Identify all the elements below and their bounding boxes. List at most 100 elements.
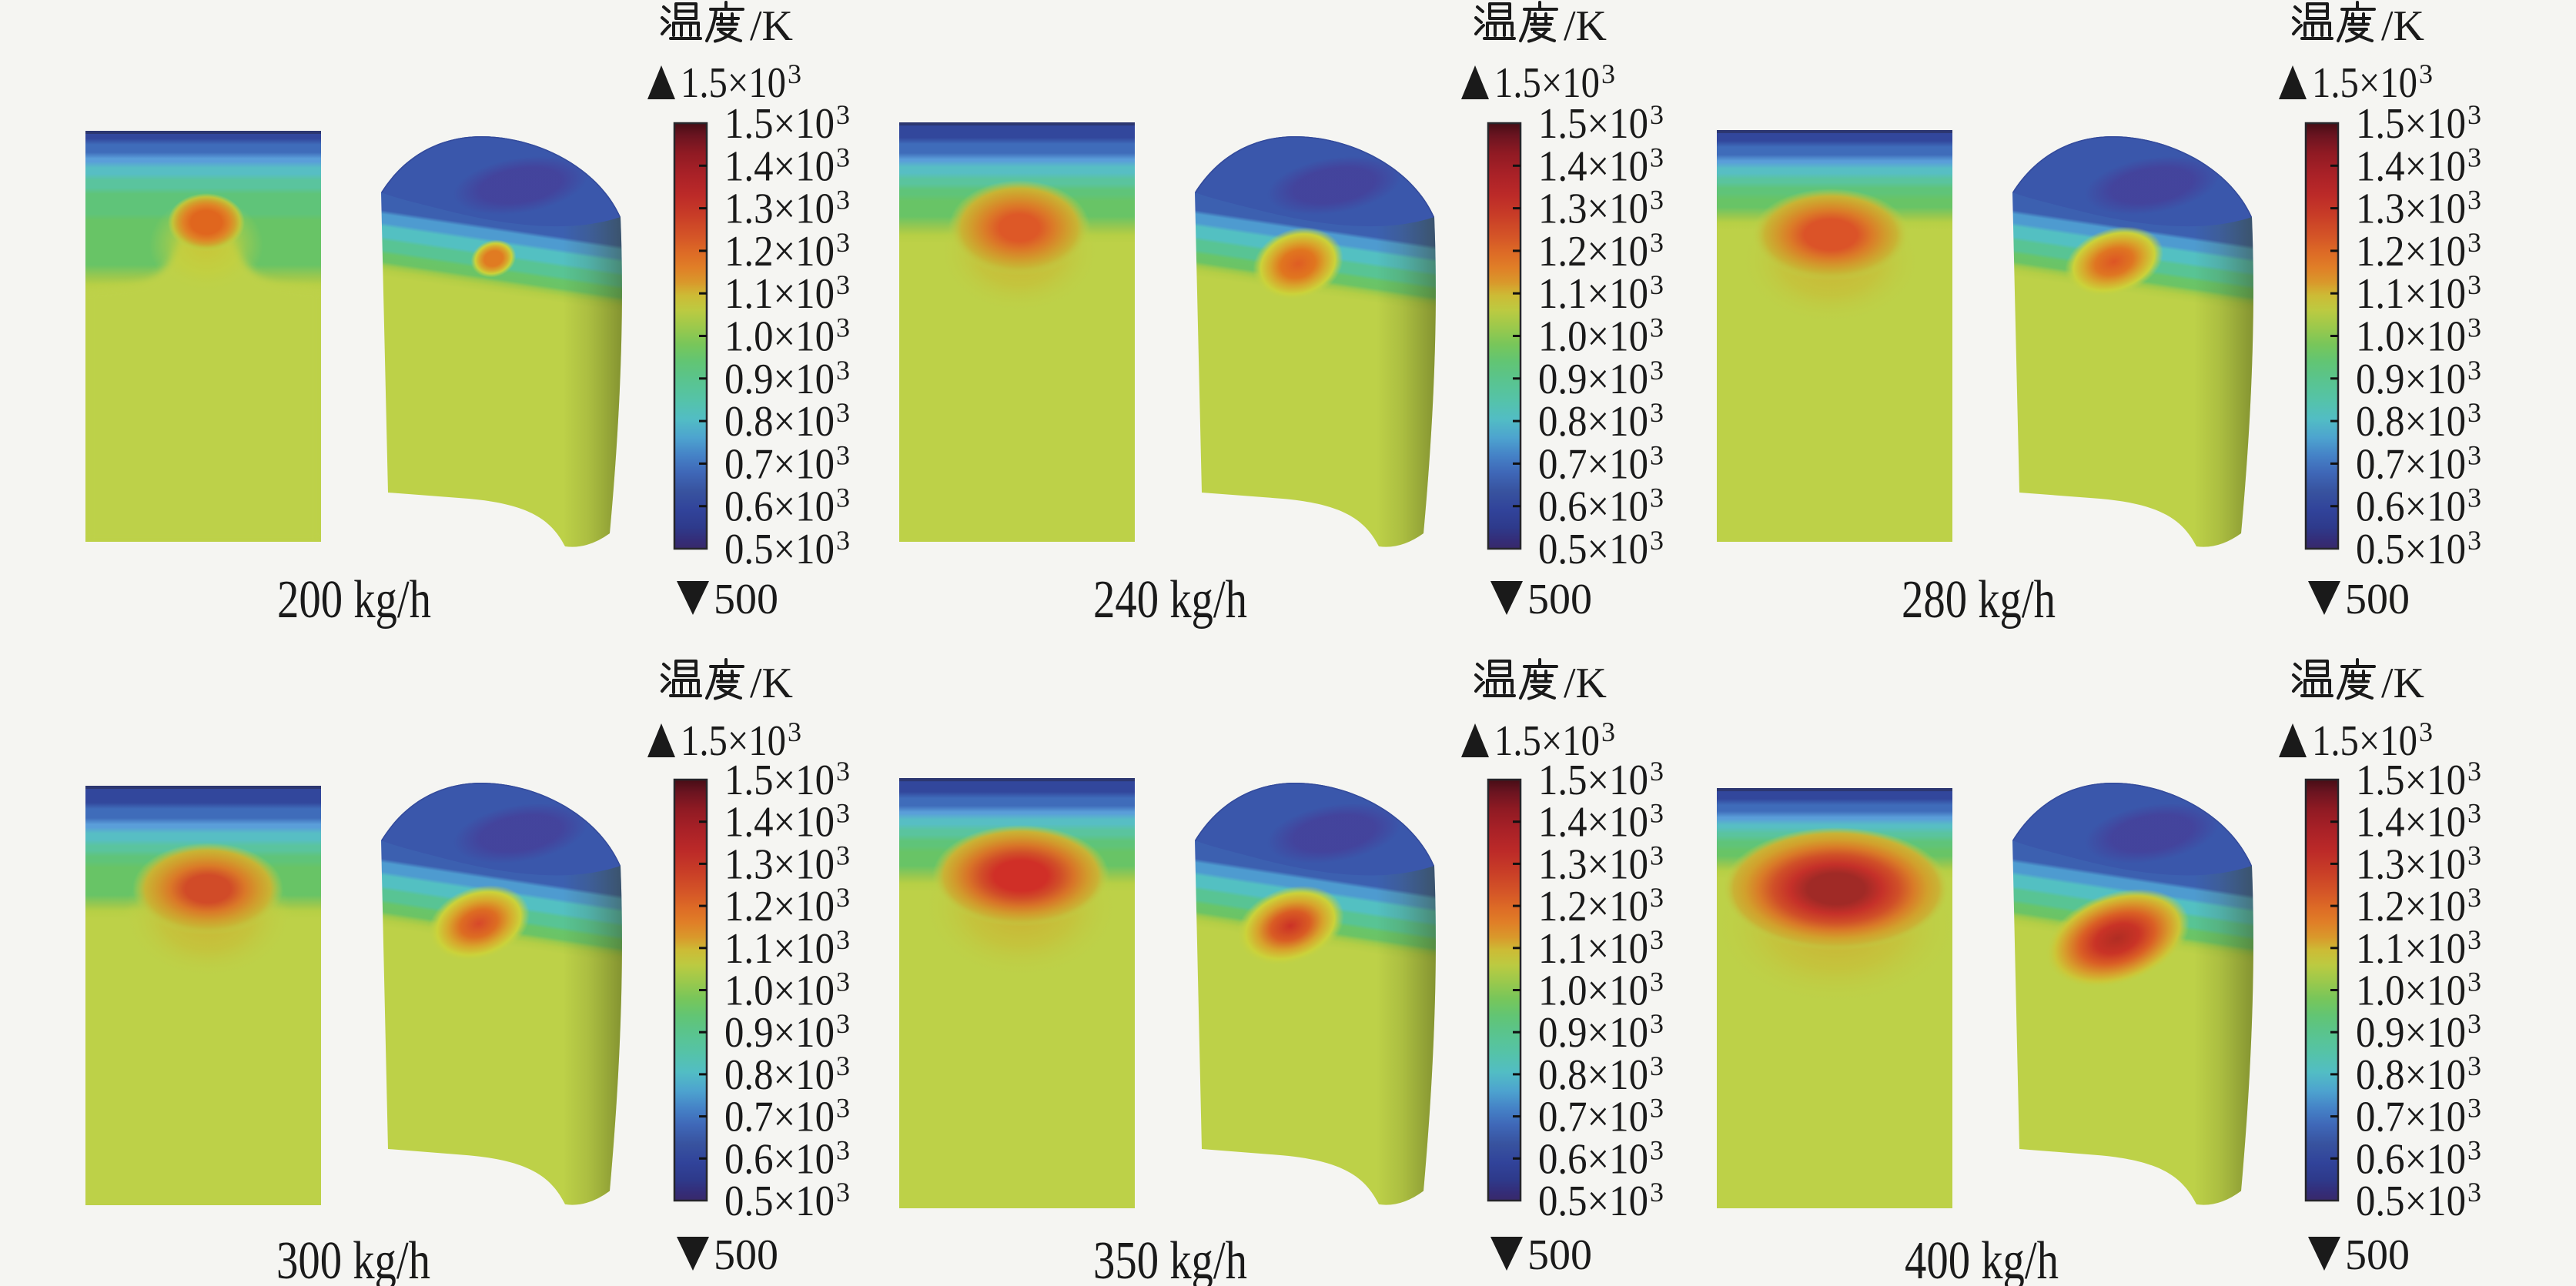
svg-text:400 kg/h: 400 kg/h [1905, 1231, 2059, 1286]
svg-text:200 kg/h: 200 kg/h [277, 570, 431, 630]
svg-text:3: 3 [836, 840, 850, 870]
svg-text:0.5×10: 0.5×10 [2356, 1177, 2466, 1225]
svg-text:1.2×10: 1.2×10 [2356, 883, 2466, 930]
svg-text:3: 3 [2467, 355, 2481, 386]
svg-text:1.3×10: 1.3×10 [2356, 185, 2466, 233]
svg-text:1.1×10: 1.1×10 [2356, 925, 2466, 973]
svg-text:3: 3 [2467, 1134, 2481, 1165]
svg-text:3: 3 [1650, 483, 1664, 513]
svg-text:3: 3 [836, 1008, 850, 1039]
svg-text:0.7×10: 0.7×10 [1538, 1094, 1648, 1141]
svg-text:3: 3 [1650, 1008, 1664, 1039]
svg-text:3: 3 [2467, 1051, 2481, 1081]
svg-text:1.1×10: 1.1×10 [2356, 270, 2466, 318]
svg-text:3: 3 [1601, 716, 1615, 747]
svg-text:3: 3 [836, 312, 850, 343]
svg-text:1.5×10: 1.5×10 [724, 100, 835, 148]
svg-text:/K: /K [750, 2, 793, 50]
svg-text:1.0×10: 1.0×10 [724, 967, 835, 1015]
svg-text:3: 3 [2467, 840, 2481, 870]
svg-text:3: 3 [788, 58, 801, 89]
svg-text:0.8×10: 0.8×10 [1538, 398, 1648, 446]
svg-text:0.9×10: 0.9×10 [724, 1009, 835, 1057]
svg-text:1.2×10: 1.2×10 [724, 228, 835, 276]
svg-text:3: 3 [1650, 967, 1664, 997]
svg-text:0.9×10: 0.9×10 [724, 356, 835, 403]
svg-text:3: 3 [1650, 798, 1664, 829]
svg-text:0.6×10: 0.6×10 [2356, 1135, 2466, 1183]
svg-text:1.0×10: 1.0×10 [724, 313, 835, 361]
svg-text:3: 3 [2467, 397, 2481, 428]
svg-text:0.7×10: 0.7×10 [724, 1094, 835, 1141]
svg-text:3: 3 [836, 1177, 850, 1208]
svg-text:3: 3 [1650, 99, 1664, 130]
svg-text:1.2×10: 1.2×10 [2356, 228, 2466, 276]
svg-text:0.5×10: 0.5×10 [724, 1177, 835, 1225]
svg-text:1.4×10: 1.4×10 [1538, 799, 1648, 847]
svg-text:1.4×10: 1.4×10 [2356, 799, 2466, 847]
svg-text:0.9×10: 0.9×10 [1538, 1009, 1648, 1057]
svg-text:3: 3 [836, 1134, 850, 1165]
svg-text:3: 3 [2467, 756, 2481, 787]
svg-text:0.7×10: 0.7×10 [1538, 440, 1648, 488]
svg-text:1.3×10: 1.3×10 [1538, 185, 1648, 233]
svg-text:3: 3 [2467, 1093, 2481, 1124]
svg-text:/K: /K [2381, 660, 2424, 707]
svg-text:3: 3 [1650, 269, 1664, 300]
svg-text:3: 3 [2467, 185, 2481, 215]
svg-text:0.5×10: 0.5×10 [1538, 526, 1648, 573]
svg-text:1.0×10: 1.0×10 [1538, 967, 1648, 1015]
svg-text:3: 3 [2467, 312, 2481, 343]
svg-text:0.7×10: 0.7×10 [724, 440, 835, 488]
svg-text:1.5×10: 1.5×10 [1494, 717, 1600, 765]
svg-text:0.8×10: 0.8×10 [2356, 1051, 2466, 1099]
svg-text:1.3×10: 1.3×10 [724, 185, 835, 233]
svg-text:0.6×10: 0.6×10 [1538, 1135, 1648, 1183]
svg-text:3: 3 [836, 397, 850, 428]
svg-text:1.0×10: 1.0×10 [1538, 313, 1648, 361]
svg-text:3: 3 [2419, 716, 2433, 747]
svg-text:/K: /K [1564, 660, 1607, 707]
svg-text:3: 3 [836, 798, 850, 829]
svg-text:3: 3 [1650, 397, 1664, 428]
svg-text:350 kg/h: 350 kg/h [1093, 1231, 1247, 1286]
svg-text:0.9×10: 0.9×10 [2356, 1009, 2466, 1057]
svg-text:500: 500 [1527, 576, 1592, 623]
svg-text:1.2×10: 1.2×10 [1538, 883, 1648, 930]
svg-text:3: 3 [2467, 439, 2481, 470]
svg-text:3: 3 [2467, 1008, 2481, 1039]
svg-text:1.4×10: 1.4×10 [724, 142, 835, 190]
svg-text:3: 3 [1650, 525, 1664, 556]
svg-text:1.5×10: 1.5×10 [681, 717, 786, 765]
svg-text:500: 500 [2345, 576, 2410, 623]
svg-text:0.6×10: 0.6×10 [2356, 483, 2466, 531]
svg-text:1.2×10: 1.2×10 [724, 883, 835, 930]
svg-text:1.3×10: 1.3×10 [724, 840, 835, 888]
svg-text:3: 3 [836, 483, 850, 513]
svg-text:3: 3 [788, 716, 801, 747]
svg-text:1.0×10: 1.0×10 [2356, 313, 2466, 361]
svg-text:1.2×10: 1.2×10 [1538, 228, 1648, 276]
svg-text:1.0×10: 1.0×10 [2356, 967, 2466, 1015]
svg-text:3: 3 [2467, 882, 2481, 913]
svg-text:3: 3 [836, 439, 850, 470]
svg-text:/K: /K [2381, 2, 2424, 50]
svg-text:3: 3 [836, 525, 850, 556]
svg-text:3: 3 [836, 355, 850, 386]
svg-text:3: 3 [2467, 1177, 2481, 1208]
svg-text:0.5×10: 0.5×10 [1538, 1177, 1648, 1225]
svg-text:3: 3 [836, 967, 850, 997]
svg-text:3: 3 [2467, 483, 2481, 513]
svg-text:1.1×10: 1.1×10 [1538, 925, 1648, 973]
svg-text:1.1×10: 1.1×10 [1538, 270, 1648, 318]
svg-text:0.7×10: 0.7×10 [2356, 1094, 2466, 1141]
svg-text:1.5×10: 1.5×10 [2356, 100, 2466, 148]
svg-text:3: 3 [2467, 967, 2481, 997]
svg-text:1.3×10: 1.3×10 [2356, 840, 2466, 888]
svg-text:1.5×10: 1.5×10 [2356, 757, 2466, 804]
svg-text:1.5×10: 1.5×10 [1538, 100, 1648, 148]
svg-text:/K: /K [750, 660, 793, 707]
svg-text:1.5×10: 1.5×10 [681, 59, 786, 107]
svg-text:3: 3 [836, 99, 850, 130]
svg-text:1.1×10: 1.1×10 [724, 925, 835, 973]
